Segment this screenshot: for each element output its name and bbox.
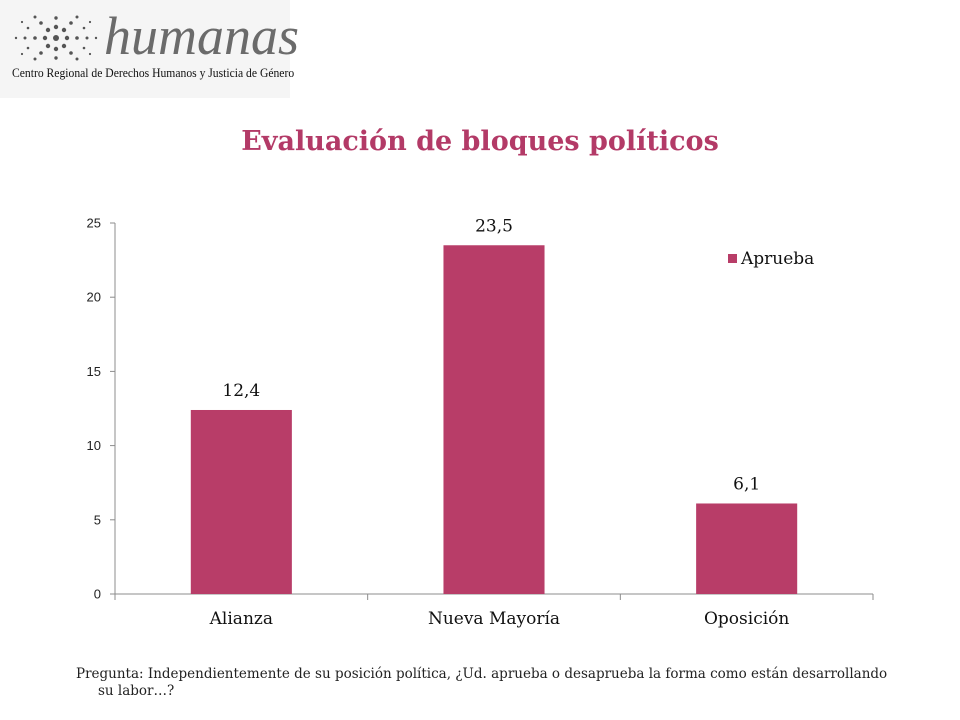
bar xyxy=(696,503,798,594)
y-tick-label: 25 xyxy=(87,216,101,231)
x-tick-label: Nueva Mayoría xyxy=(428,609,560,629)
legend-swatch xyxy=(728,254,737,263)
y-tick-label: 0 xyxy=(94,587,101,602)
survey-question: Pregunta: Independientemente de su posic… xyxy=(76,666,888,699)
bar xyxy=(443,245,545,594)
bar xyxy=(190,409,292,594)
logo-wordmark: humanas xyxy=(104,6,300,66)
data-label: 12,4 xyxy=(222,381,260,401)
data-label: 6,1 xyxy=(733,474,760,494)
x-tick-label: Oposición xyxy=(704,609,789,629)
y-tick-label: 20 xyxy=(87,290,101,305)
chart-title: Evaluación de bloques políticos xyxy=(241,126,719,157)
y-tick-label: 5 xyxy=(94,512,101,527)
y-tick-label: 10 xyxy=(87,438,101,453)
x-tick-label: Alianza xyxy=(209,609,273,629)
humanas-logo: humanas Centro Regional de Derechos Huma… xyxy=(0,0,299,98)
legend-label: Aprueba xyxy=(740,249,814,269)
logo-subtitle: Centro Regional de Derechos Humanos y Ju… xyxy=(12,66,295,80)
data-label: 23,5 xyxy=(475,216,513,236)
y-tick-label: 15 xyxy=(87,364,101,379)
logo-star-icon xyxy=(14,15,98,61)
